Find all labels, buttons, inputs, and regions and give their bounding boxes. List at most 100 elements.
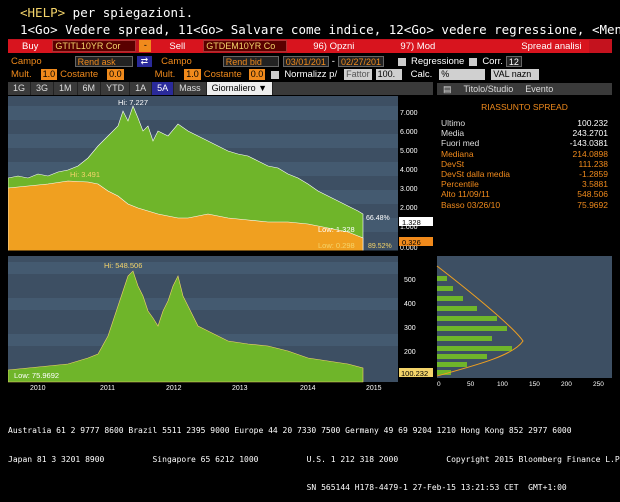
hist-x-tick: 150 <box>529 381 540 388</box>
corr-checkbox[interactable] <box>469 57 478 66</box>
swap-icon[interactable]: ⇄ <box>136 56 153 67</box>
bottom-hi-label: Hi: 548.506 <box>104 261 142 270</box>
calc-select[interactable]: % <box>439 69 486 80</box>
val-select[interactable]: VAL nazn <box>491 69 540 80</box>
x-tick: 2015 <box>366 385 382 391</box>
bottom-y-tick: 200 <box>404 349 416 356</box>
top-y-tick: 3.000 <box>400 186 418 193</box>
date-separator: - <box>331 56 335 67</box>
summary-row-label: Ultimo <box>441 118 466 128</box>
bottom-low-label: Low: 75.9692 <box>14 371 59 380</box>
normalize-label: Normalizz p/ <box>284 69 338 80</box>
footer-line3: SN 565144 H178-4479-1 27-Feb-15 13:21:53… <box>8 483 567 492</box>
summary-row-value: 548.506 <box>577 189 608 200</box>
factor-input[interactable]: 100. <box>375 69 402 80</box>
tab-6m[interactable]: 6M <box>78 82 102 95</box>
const1-input[interactable]: 0.0 <box>107 69 124 80</box>
top-hi2-label: Hi: 3.491 <box>70 170 100 179</box>
pct2-label: 89.52% <box>368 243 392 250</box>
buy-button[interactable]: Buy <box>8 39 53 53</box>
campo2-select[interactable]: Rend bid <box>222 56 279 67</box>
top-hi-label: Hi: 7.227 <box>118 98 148 107</box>
tab-1m[interactable]: 1M <box>54 82 78 95</box>
summary-row: Basso 03/26/10 75.9692 <box>437 200 612 210</box>
top-y-tick: 4.000 <box>400 167 418 174</box>
event-tab[interactable]: Evento <box>525 84 554 94</box>
summary-row-value: -1.2859 <box>579 169 608 180</box>
top-y-tick: 7.000 <box>400 110 418 117</box>
tab-1g[interactable]: 1G <box>8 82 32 95</box>
const2-label: Costante <box>203 69 242 80</box>
regression-checkbox[interactable] <box>397 57 406 66</box>
corr-label: Corr. <box>482 56 503 67</box>
summary-row: Percentile 3.5881 <box>437 179 612 189</box>
x-tick: 2014 <box>300 385 316 391</box>
const1-label: Costante <box>60 69 99 80</box>
factor-label: Fattor <box>344 69 372 80</box>
hist-x-tick: 250 <box>593 381 604 388</box>
last2-value: 0.326 <box>402 238 421 247</box>
top-low2-label: Low: 0.298 <box>318 241 355 250</box>
mult2-label: Mult. <box>154 69 176 80</box>
security2-field[interactable]: GTDEM10YR Co <box>203 40 288 52</box>
corr-input[interactable]: 12 <box>505 56 522 67</box>
x-tick: 2010 <box>30 385 46 391</box>
summary-row-value: 214.0898 <box>572 148 608 159</box>
summary-title: RIASSUNTO SPREAD <box>481 102 568 112</box>
summary-row-label: Alto 11/09/11 <box>441 189 490 200</box>
top-low1-label: Low: 1.328 <box>318 225 355 234</box>
summary-row: Alto 11/09/11 548.506 <box>437 189 612 199</box>
footer-line1: Australia 61 2 9777 8600 Brazil 5511 239… <box>8 426 572 435</box>
histogram-panel: 0 50 100 150 200 250 <box>436 256 612 388</box>
tab-5a[interactable]: 5A <box>152 82 175 95</box>
params-toolbar: Mult. 1.0 Costante 0.0 Mult. 1.0 Costant… <box>8 68 612 81</box>
summary-row: Mediana 214.0898 <box>437 149 612 159</box>
summary-row-label: Fuori med <box>441 138 480 149</box>
date-to-input[interactable]: 02/27/201 <box>337 56 384 67</box>
bottom-y-axis: 500 400 300 200 100 <box>404 277 416 378</box>
histogram-bars <box>437 276 512 375</box>
mult2-input[interactable]: 1.0 <box>184 69 201 80</box>
tab-1a[interactable]: 1A <box>130 82 153 95</box>
campo1-label: Campo <box>11 56 42 67</box>
tab-ytd[interactable]: YTD <box>101 82 131 95</box>
x-tick: 2011 <box>100 385 115 391</box>
histogram-x-axis: 0 50 100 150 200 250 <box>437 381 604 388</box>
x-tick: 2012 <box>166 385 182 391</box>
sell-button[interactable]: Sell <box>151 39 204 53</box>
help-key[interactable]: <HELP> <box>20 5 66 20</box>
footer: Australia 61 2 9777 8600 Brazil 5511 239… <box>8 407 620 502</box>
normalize-checkbox[interactable] <box>271 70 280 79</box>
spread-summary-panel: RIASSUNTO SPREAD Ultimo 100.232 Media 243.2… <box>437 96 612 246</box>
top-y-tick: 1.000 <box>400 224 418 231</box>
const2-input[interactable]: 0.0 <box>248 69 266 80</box>
mod-menu[interactable]: 97) Mod <box>374 39 472 53</box>
mult1-input[interactable]: 1.0 <box>40 69 58 80</box>
tab-mass[interactable]: Mass <box>174 82 207 95</box>
chart-type-icon[interactable]: ▤ <box>443 83 452 94</box>
field-toolbar: Campo Rend ask ⇄ Campo Rend bid 03/01/20… <box>8 55 612 68</box>
summary-row-label: Media <box>441 128 465 139</box>
spread-last-value: 100.232 <box>401 369 428 378</box>
minus-operator[interactable]: - <box>139 40 152 52</box>
title-study-tab[interactable]: Titolo/Studio <box>463 84 514 94</box>
hist-x-tick: 100 <box>497 381 508 388</box>
mult1-label: Mult. <box>11 69 32 80</box>
help-text: per spiegazioni. <box>65 5 194 20</box>
date-from-input[interactable]: 03/01/201 <box>282 56 329 67</box>
help-commands: 1<Go> Vedere spread, 11<Go> Salvare come… <box>20 22 620 37</box>
bottom-y-tick: 500 <box>404 277 416 284</box>
tab-3g[interactable]: 3G <box>31 82 55 95</box>
summary-row-label: Percentile <box>441 179 479 190</box>
options-menu[interactable]: 96) Opzni <box>287 39 375 53</box>
normal-curve <box>436 265 524 377</box>
security1-field[interactable]: GTITL10YR Cor <box>52 40 137 52</box>
campo2-label: Campo <box>161 56 192 67</box>
summary-row: Fuori med -143.0381 <box>437 138 612 148</box>
top-y-tick: 0.000 <box>400 245 418 252</box>
frequency-select[interactable]: Giornaliero ▼ <box>206 82 274 95</box>
spread-chart-area: Hi: 7.227 Hi: 3.491 Low: 1.328 Low: 0.29… <box>8 96 433 391</box>
summary-row-label: Mediana <box>441 148 474 159</box>
campo1-select[interactable]: Rend ask <box>74 56 133 67</box>
hist-x-tick: 50 <box>467 381 475 388</box>
